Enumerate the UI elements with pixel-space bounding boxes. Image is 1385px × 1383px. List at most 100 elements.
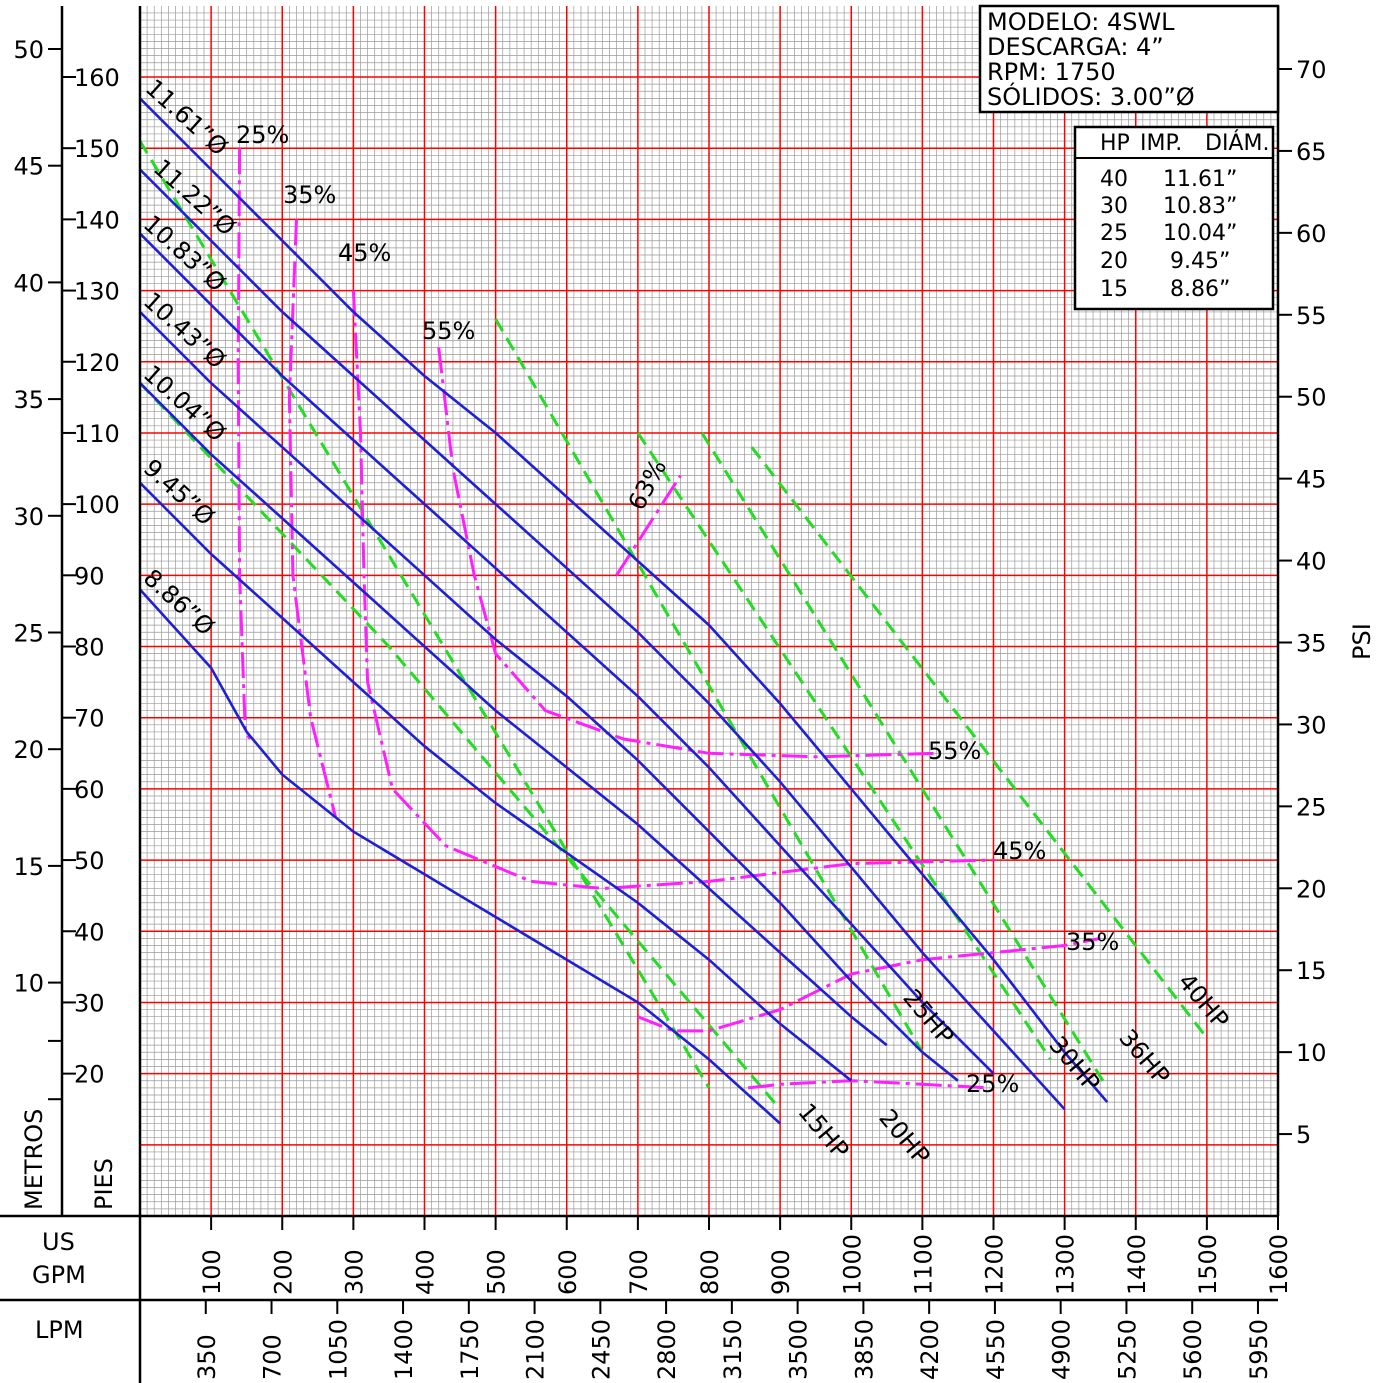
psi-tick-label: 30 [1296,711,1327,739]
lpm-tick-label: 350 [193,1334,221,1380]
hp-line [138,140,711,1089]
efficiency-label-45: 45% [338,239,391,267]
psi-tick-label: 10 [1296,1039,1327,1067]
gpm-tick-label: 1000 [838,1234,866,1295]
pies-tick-label: 100 [74,491,120,519]
gpm-tick-label: 1300 [1052,1234,1080,1295]
gpm-tick-label: 600 [554,1249,582,1295]
metros-tick-label: 15 [13,853,44,881]
model-info-box: MODELO: 4SWL DESCARGA: 4” RPM: 1750 SÓLI… [978,4,1280,114]
gpm-tick-label: 900 [767,1249,795,1295]
table-header-imp: IMP. [1140,131,1182,156]
gpm-tick-label: 1100 [909,1234,937,1295]
pies-tick-label: 90 [74,562,105,590]
info-model: MODELO: 4SWL [987,8,1175,36]
lpm-tick-label: 4550 [982,1319,1010,1380]
table-header-hp: HP [1100,131,1130,156]
efficiency-label-55: 55% [422,317,475,345]
table-row-hp: 30 [1100,194,1128,219]
psi-tick-label: 70 [1296,56,1327,84]
psi-tick-label: 60 [1296,220,1327,248]
impeller-curve [139,310,959,1082]
gpm-tick-label: 1600 [1265,1234,1293,1295]
lpm-tick-label: 3150 [719,1319,747,1380]
usgpm-label-gpm: GPM [32,1261,86,1289]
metros-tick-label: 35 [13,386,44,414]
lpm-tick-label: 5250 [1113,1319,1141,1380]
pies-tick-label: 140 [74,206,120,234]
metros-axis-label: METROS [20,1109,48,1210]
pies-tick-label: 120 [74,349,120,377]
metros-tick-label: 20 [13,736,44,764]
efficiency-curve [287,219,338,818]
info-solids: SÓLIDOS: 3.00”Ø [987,81,1195,111]
gpm-tick-label: 700 [625,1249,653,1295]
efficiency-label-55-right: 55% [928,737,981,765]
efficiency-label-45-right: 45% [993,837,1046,865]
table-row-hp: 40 [1100,167,1128,192]
pies-tick-label: 110 [74,420,120,448]
psi-tick-label: 5 [1296,1121,1311,1149]
efficiency-curve [437,347,937,759]
axis-ticks: 5045403530252015101601501401301201101009… [13,36,1326,1380]
hp-label-36: 36HP [1113,1024,1175,1090]
table-row-diam: 11.61” [1163,167,1237,192]
metros-tick-label: 50 [13,36,44,64]
metros-tick-label: 10 [13,970,44,998]
impeller-curve [139,481,853,1082]
lpm-tick-label: 1750 [456,1319,484,1380]
hp-label-20: 20HP [873,1104,935,1170]
psi-tick-label: 25 [1296,793,1327,821]
impeller-curve [139,232,995,1075]
lpm-tick-label: 1050 [324,1319,352,1380]
hp-line [494,318,924,1054]
efficiency-curves [236,148,1101,1090]
gpm-tick-label: 200 [269,1249,297,1295]
lpm-tick-label: 3500 [785,1319,813,1380]
table-row-diam: 10.04” [1163,221,1237,246]
lpm-tick-label: 2450 [587,1319,615,1380]
hp-line [138,382,782,1111]
lpm-tick-label: 5600 [1179,1319,1207,1380]
gpm-tick-label: 1200 [981,1234,1009,1295]
gpm-tick-label: 400 [412,1249,440,1295]
lpm-tick-label: 4200 [916,1319,944,1380]
lpm-tick-label: 5950 [1245,1319,1273,1380]
efficiency-curve [637,936,1101,1033]
lpm-axis-label: LPM [35,1316,84,1344]
efficiency-label-25-right: 25% [966,1070,1019,1098]
lpm-tick-label: 1400 [390,1319,418,1380]
metros-tick-label: 30 [13,503,44,531]
efficiency-label-25: 25% [236,121,289,149]
pies-tick-label: 160 [74,64,120,92]
pies-axis-label: PIES [90,1158,118,1210]
psi-tick-label: 55 [1296,302,1327,330]
table-row-hp: 25 [1100,221,1128,246]
pies-tick-label: 150 [74,135,120,163]
lpm-tick-label: 700 [259,1334,287,1380]
psi-tick-label: 20 [1296,875,1327,903]
efficiency-label-35-right: 35% [1066,928,1119,956]
table-row-diam: 10.83” [1163,194,1237,219]
pies-tick-label: 80 [74,634,105,662]
gpm-tick-label: 800 [696,1249,724,1295]
psi-tick-label: 35 [1296,630,1327,658]
psi-tick-label: 45 [1296,466,1327,494]
efficiency-label-63: 63% [623,455,673,515]
efficiency-curve [236,148,252,740]
impeller-curve [139,168,1066,1111]
info-discharge: DESCARGA: 4” [987,33,1164,61]
psi-tick-label: 15 [1296,957,1327,985]
pies-tick-label: 70 [74,705,105,733]
gpm-tick-label: 300 [340,1249,368,1295]
lpm-tick-label: 3850 [850,1319,878,1380]
major-grid [140,6,1278,1216]
efficiency-label-35: 35% [283,181,336,209]
info-rpm: RPM: 1750 [987,58,1116,86]
impeller-curve [139,382,888,1047]
efficiency-curve [351,290,994,891]
metros-tick-label: 45 [13,153,44,181]
impeller-curve [139,588,781,1125]
psi-tick-label: 50 [1296,384,1327,412]
